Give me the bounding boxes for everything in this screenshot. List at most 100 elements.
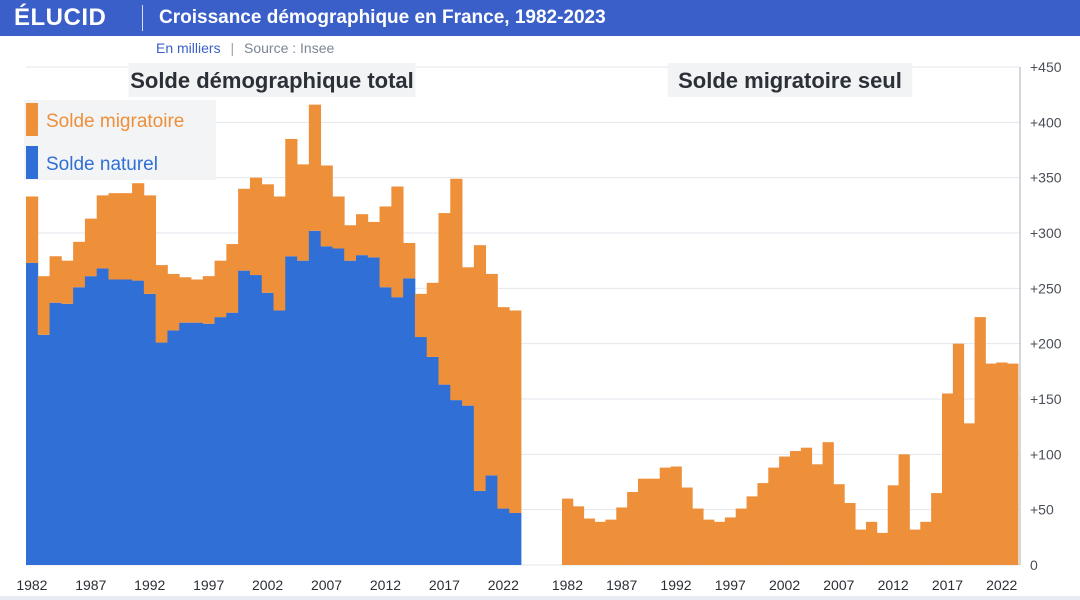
chart-title-migratoire-bg (667, 63, 913, 97)
bar-migratoire-seul (996, 362, 1008, 565)
bar-naturel (143, 293, 157, 565)
x-tick-label-left: 1992 (134, 577, 165, 593)
x-tick-label-right: 2012 (878, 577, 909, 593)
y-tick-label: +150 (1030, 391, 1062, 407)
bar-naturel (391, 297, 404, 565)
bar-naturel (238, 270, 251, 565)
bar-migratoire-seul (659, 467, 671, 565)
x-tick-label-right: 2022 (986, 577, 1017, 593)
x-tick-label-right: 2007 (823, 577, 854, 593)
bar-migratoire-seul (692, 508, 704, 565)
bar-migratoire-seul (898, 454, 910, 565)
bar-migratoire (226, 244, 239, 313)
bar-migratoire (96, 195, 109, 269)
bar-migratoire (273, 196, 286, 311)
bar-naturel (108, 279, 121, 565)
x-tick-label-right: 1992 (660, 577, 691, 593)
bar-migratoire (132, 183, 145, 281)
bar-naturel (509, 512, 522, 565)
bar-migratoire (403, 242, 416, 279)
bar-migratoire (438, 213, 451, 385)
bar-migratoire-seul (1007, 363, 1019, 565)
bar-migratoire-seul (985, 363, 997, 565)
bar-migratoire-seul (811, 464, 823, 565)
bar-migratoire (167, 273, 180, 331)
chart-title-total-bg (128, 63, 416, 97)
bar-migratoire (179, 277, 192, 323)
bar-naturel (202, 323, 215, 565)
bar-migratoire-seul (844, 503, 856, 565)
bar-naturel (344, 260, 357, 565)
bar-migratoire (73, 241, 86, 288)
x-tick-label-right: 1997 (715, 577, 746, 593)
bar-naturel (120, 279, 133, 565)
bar-migratoire-seul (616, 507, 628, 565)
bar-migratoire (261, 184, 274, 293)
bar-naturel (191, 322, 204, 565)
bar-migratoire-seul (562, 498, 574, 565)
bar-migratoire (297, 164, 310, 261)
bar-naturel (367, 257, 380, 565)
bar-migratoire (332, 196, 345, 249)
bar-migratoire (202, 276, 215, 324)
bar-migratoire-seul (931, 493, 943, 565)
bar-migratoire (238, 188, 251, 271)
bar-naturel (414, 337, 428, 565)
subtitle-separator: | (230, 40, 235, 56)
bar-migratoire-seul (866, 521, 878, 565)
bar-migratoire (155, 265, 168, 343)
x-tick-label-left: 2007 (311, 577, 342, 593)
chart-title-migratoire: Solde migratoire seul (678, 68, 902, 93)
bar-naturel (249, 275, 263, 565)
bar-naturel (214, 317, 227, 565)
y-tick-label: +50 (1030, 502, 1054, 518)
bar-migratoire (108, 193, 121, 280)
y-tick-label: +300 (1030, 225, 1062, 241)
bar-migratoire (356, 214, 369, 256)
bar-naturel (49, 302, 62, 565)
bar-migratoire-seul (800, 447, 813, 565)
legend-bg (24, 100, 216, 180)
bar-naturel (356, 255, 369, 565)
bar-migratoire (37, 276, 50, 335)
bar-naturel (308, 230, 322, 565)
bar-migratoire (509, 310, 522, 513)
bar-migratoire (391, 186, 404, 298)
bar-migratoire (497, 307, 510, 509)
legend-swatch-naturel (26, 146, 38, 179)
y-tick-label: +100 (1030, 446, 1062, 462)
x-tick-label-left: 1997 (193, 577, 224, 593)
legend-swatch-migratoire (26, 103, 38, 136)
bar-migratoire-seul (648, 478, 661, 565)
bar-naturel (426, 356, 439, 565)
bar-migratoire (344, 225, 357, 261)
page-title: Croissance démographique en France, 1982… (159, 7, 606, 28)
legend-label-naturel: Solde naturel (46, 154, 158, 175)
x-tick-label-left: 2012 (370, 577, 401, 593)
bar-migratoire (320, 165, 333, 247)
bar-migratoire-seul (638, 478, 650, 565)
bar-naturel (473, 490, 487, 565)
x-tick-label-left: 1982 (16, 577, 47, 593)
header-bar: ÉLUCID Croissance démographique en Franc… (0, 0, 1080, 36)
bar-migratoire (450, 178, 463, 401)
bar-migratoire (84, 218, 98, 277)
bar-migratoire (61, 260, 74, 304)
bar-migratoire-seul (876, 532, 889, 565)
x-tick-label-left: 2002 (252, 577, 283, 593)
x-tick-label-right: 1982 (552, 577, 583, 593)
bar-migratoire-seul (920, 521, 932, 565)
bar-migratoire-seul (735, 508, 747, 565)
bar-naturel (84, 276, 98, 565)
bar-naturel (96, 268, 109, 565)
x-tick-label-left: 2017 (429, 577, 460, 593)
bar-migratoire-seul (909, 529, 921, 565)
bar-migratoire-seul (703, 519, 715, 565)
chart-title-total: Solde démographique total (130, 68, 414, 93)
bar-naturel (26, 262, 39, 565)
bar-migratoire (426, 282, 439, 357)
header-separator (142, 5, 143, 31)
bar-naturel (132, 280, 145, 565)
bar-migratoire (214, 260, 227, 318)
bar-migratoire-seul (670, 466, 682, 565)
